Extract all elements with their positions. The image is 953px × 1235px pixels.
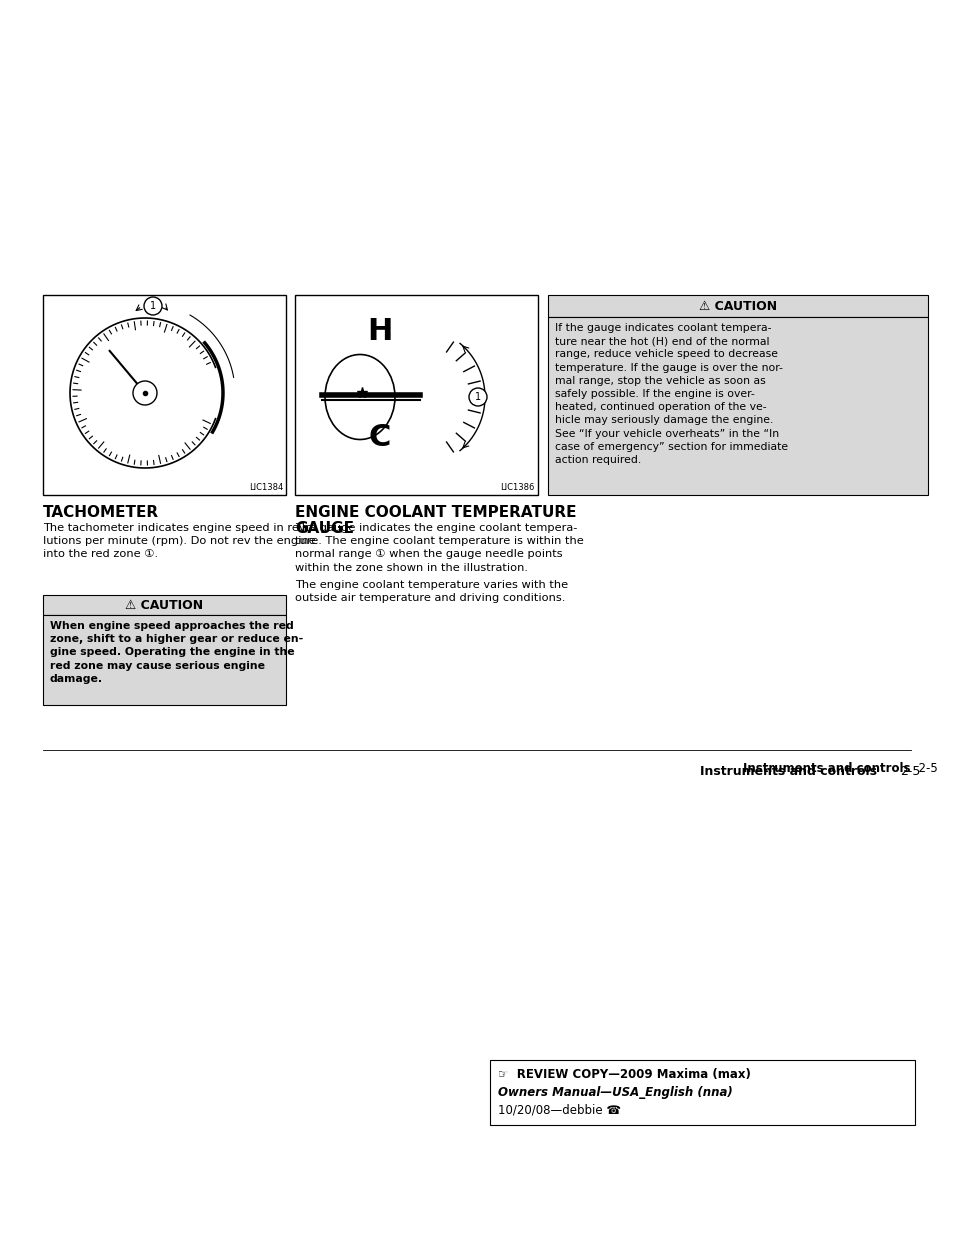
Text: LIC1386: LIC1386: [500, 483, 535, 492]
Text: Instruments and controls: Instruments and controls: [700, 764, 876, 778]
Text: C: C: [369, 422, 391, 452]
Bar: [294, 295, 537, 495]
Bar: [43, 295, 286, 495]
Text: 1: 1: [475, 391, 480, 403]
Text: Owners Manual—USA_English (nna): Owners Manual—USA_English (nna): [497, 1086, 732, 1099]
Text: ⚠ CAUTION: ⚠ CAUTION: [125, 599, 203, 611]
Text: ⚠ CAUTION: ⚠ CAUTION: [699, 300, 777, 312]
Text: The tachometer indicates engine speed in revo-
lutions per minute (rpm). Do not : The tachometer indicates engine speed in…: [43, 522, 316, 559]
Text: 2-5: 2-5: [899, 764, 920, 778]
Text: The gauge indicates the engine coolant tempera-
ture. The engine coolant tempera: The gauge indicates the engine coolant t…: [294, 522, 583, 573]
Text: ENGINE COOLANT TEMPERATURE: ENGINE COOLANT TEMPERATURE: [294, 505, 576, 520]
Text: The engine coolant temperature varies with the
outside air temperature and drivi: The engine coolant temperature varies wi…: [294, 580, 568, 603]
Text: Instruments and controls: Instruments and controls: [742, 762, 910, 776]
Circle shape: [132, 382, 157, 405]
Bar: [43, 615, 286, 705]
Text: 10/20/08—debbie ☎: 10/20/08—debbie ☎: [497, 1104, 620, 1116]
Text: If the gauge indicates coolant tempera-
ture near the hot (H) end of the normal
: If the gauge indicates coolant tempera- …: [555, 324, 787, 466]
Bar: [490, 1060, 914, 1125]
Bar: [43, 595, 286, 615]
Text: TACHOMETER: TACHOMETER: [43, 505, 159, 520]
Text: When engine speed approaches the red
zone, shift to a higher gear or reduce en-
: When engine speed approaches the red zon…: [50, 621, 303, 684]
Text: GAUGE: GAUGE: [294, 521, 354, 536]
Text: LIC1384: LIC1384: [249, 483, 283, 492]
Text: H: H: [367, 317, 393, 347]
Ellipse shape: [325, 354, 395, 440]
Text: ☞  REVIEW COPY—2009 Maxima (max): ☞ REVIEW COPY—2009 Maxima (max): [497, 1068, 750, 1081]
Text: 1: 1: [150, 301, 156, 311]
Bar: [547, 295, 927, 317]
Circle shape: [144, 296, 162, 315]
Bar: [547, 317, 927, 495]
Text: 2-5: 2-5: [910, 762, 937, 776]
Circle shape: [469, 388, 486, 406]
